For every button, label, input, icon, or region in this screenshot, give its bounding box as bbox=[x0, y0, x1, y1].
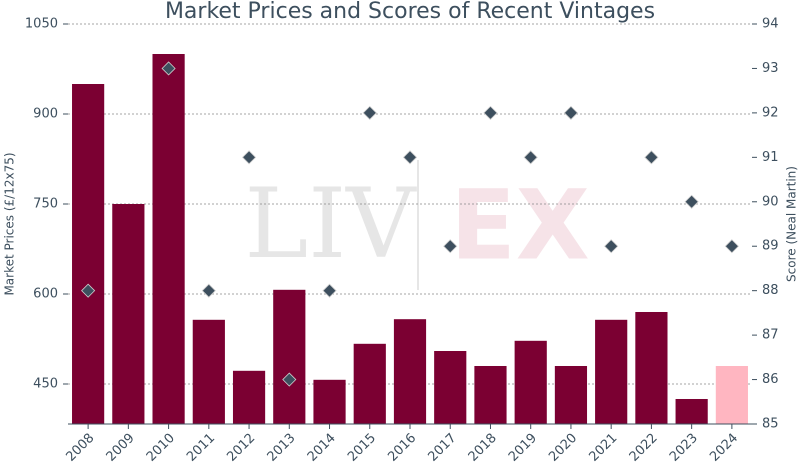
y2-tick-label: 91 bbox=[762, 150, 779, 165]
y-tick-label: 450 bbox=[33, 376, 58, 391]
bar bbox=[595, 319, 628, 424]
y2-tick-label: 88 bbox=[762, 283, 779, 298]
bar bbox=[434, 350, 467, 424]
x-tick-label: 2017 bbox=[426, 431, 460, 465]
bar bbox=[675, 398, 708, 424]
watermark: LIV bbox=[245, 168, 418, 280]
x-tick-label: 2018 bbox=[466, 431, 500, 465]
x-tick-label: 2016 bbox=[385, 431, 419, 465]
score-marker bbox=[241, 150, 257, 165]
bar bbox=[393, 319, 427, 424]
bar bbox=[635, 311, 668, 424]
x-tick-label: 2015 bbox=[345, 431, 379, 465]
score-marker bbox=[201, 283, 216, 298]
y-tick-label: 600 bbox=[33, 286, 58, 301]
bar bbox=[273, 289, 306, 424]
score-marker bbox=[724, 239, 739, 254]
bar bbox=[313, 379, 346, 424]
y2-axis-label: Score (Neal Martin) bbox=[785, 166, 799, 282]
bar bbox=[152, 53, 185, 425]
x-tick-label: 2014 bbox=[305, 431, 339, 465]
bar bbox=[514, 340, 547, 424]
x-tick-label: 2021 bbox=[586, 431, 620, 465]
y-axis-label: Market Prices (£/12x75) bbox=[3, 152, 17, 295]
y-tick-label: 750 bbox=[33, 196, 58, 211]
score-marker bbox=[161, 61, 176, 76]
x-tick-label: 2020 bbox=[546, 431, 580, 465]
score-marker bbox=[563, 105, 579, 120]
x-tick-label: 2011 bbox=[184, 431, 218, 465]
x-tick-label: 2010 bbox=[144, 431, 178, 465]
score-marker bbox=[362, 105, 377, 120]
bar bbox=[192, 319, 225, 424]
bar bbox=[353, 343, 386, 424]
y2-tick-label: 93 bbox=[762, 61, 779, 76]
y2-tick-label: 85 bbox=[762, 417, 779, 432]
y2-tick-label: 90 bbox=[762, 194, 779, 209]
y2-tick-label: 94 bbox=[762, 17, 779, 32]
y-tick-label: 900 bbox=[33, 106, 58, 121]
x-tick-label: 2008 bbox=[63, 431, 97, 465]
x-tick-label: 2023 bbox=[667, 431, 701, 465]
x-tick-label: 2013 bbox=[265, 431, 299, 465]
y2-tick-label: 92 bbox=[762, 105, 779, 120]
y2-tick-label: 86 bbox=[762, 372, 779, 387]
x-tick-label: 2012 bbox=[224, 431, 258, 465]
x-tick-label: 2022 bbox=[627, 431, 661, 465]
score-marker bbox=[523, 150, 538, 165]
score-marker bbox=[483, 105, 498, 120]
score-marker bbox=[684, 194, 699, 209]
score-marker bbox=[644, 150, 659, 165]
score-marker bbox=[604, 239, 619, 254]
score-marker bbox=[402, 150, 418, 165]
bar bbox=[112, 203, 145, 424]
bar bbox=[72, 83, 105, 425]
y-tick-label: 1050 bbox=[25, 17, 58, 32]
x-tick-label: 2009 bbox=[104, 431, 138, 465]
score-marker bbox=[81, 283, 96, 298]
score-marker bbox=[322, 283, 337, 298]
bar bbox=[554, 365, 588, 424]
bar bbox=[715, 365, 748, 424]
y2-tick-label: 89 bbox=[762, 239, 779, 254]
x-tick-label: 2024 bbox=[707, 431, 741, 465]
watermark: EX bbox=[450, 169, 590, 281]
x-tick-label: 2019 bbox=[506, 431, 540, 465]
chart-title: Market Prices and Scores of Recent Vinta… bbox=[165, 0, 655, 24]
bar bbox=[232, 370, 266, 424]
y2-tick-label: 87 bbox=[762, 328, 779, 343]
bar bbox=[474, 365, 507, 424]
score-marker bbox=[443, 239, 458, 254]
score-marker bbox=[282, 372, 297, 387]
